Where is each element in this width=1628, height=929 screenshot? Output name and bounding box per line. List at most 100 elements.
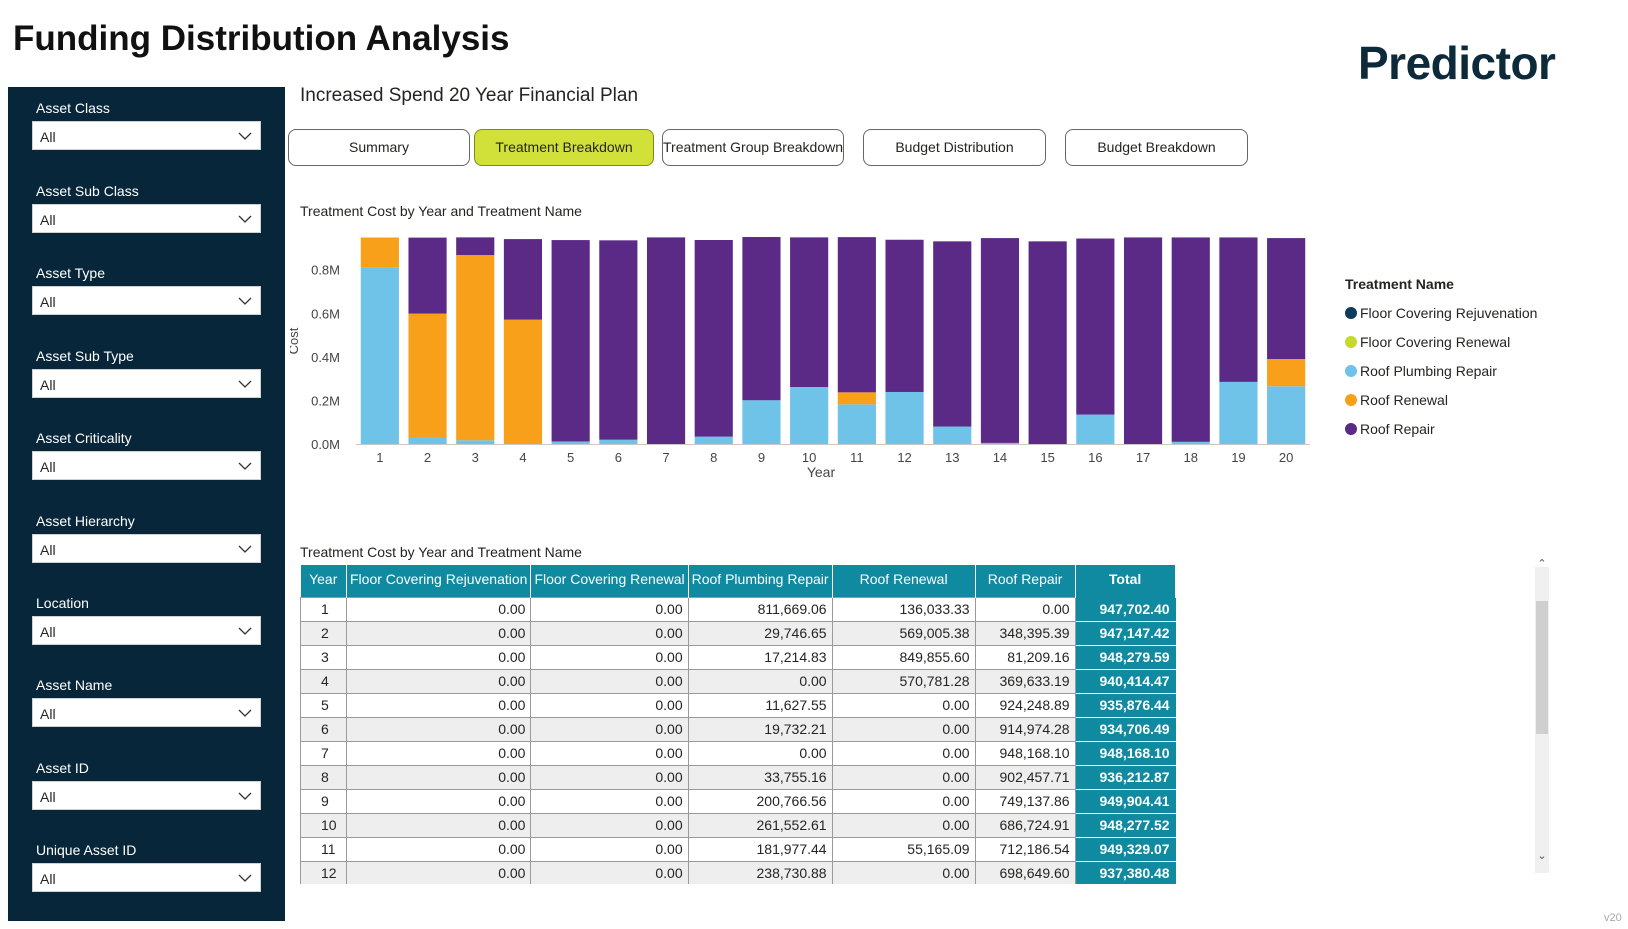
cost-cell: 81,209.16	[974, 644, 1076, 670]
legend-marker-icon	[1345, 306, 1357, 319]
location-dropdown[interactable]: All	[32, 616, 261, 645]
legend-item[interactable]: Floor Covering Rejuvenation	[1345, 298, 1537, 327]
bar-roof-plumbing-repair-year-10[interactable]	[790, 387, 829, 444]
tab-budget-distribution[interactable]: Budget Distribution	[863, 129, 1046, 166]
legend-label: Floor Covering Renewal	[1360, 333, 1511, 350]
bar-roof-repair-year-11[interactable]	[837, 237, 876, 393]
asset-name-dropdown[interactable]: All	[32, 698, 261, 727]
filter-label: Asset Class	[36, 100, 110, 116]
chevron-down-icon	[238, 874, 252, 882]
cost-cell: 570,781.28	[831, 668, 976, 694]
column-header[interactable]: Roof Repair	[975, 565, 1076, 597]
bar-roof-plumbing-repair-year-5[interactable]	[551, 441, 590, 444]
bar-roof-renewal-year-2[interactable]	[408, 313, 447, 438]
cost-cell: 0.00	[345, 788, 532, 814]
asset-sub-type-dropdown[interactable]: All	[32, 369, 261, 398]
year-cell: 4	[300, 668, 347, 694]
total-cell: 934,706.49	[1074, 716, 1176, 742]
asset-hierarchy-dropdown[interactable]: All	[32, 534, 261, 563]
table-scrollbar[interactable]: ⌃ ⌄	[1535, 558, 1549, 873]
bar-roof-plumbing-repair-year-8[interactable]	[694, 436, 733, 444]
bar-roof-repair-year-19[interactable]	[1219, 237, 1258, 382]
column-header[interactable]: Year	[300, 565, 347, 597]
bar-roof-plumbing-repair-year-3[interactable]	[456, 440, 495, 444]
bar-roof-repair-year-5[interactable]	[551, 240, 590, 442]
scroll-down-icon[interactable]: ⌄	[1537, 850, 1547, 862]
year-cell: 8	[300, 764, 347, 790]
bar-roof-repair-year-13[interactable]	[933, 241, 972, 427]
cost-cell: 569,005.38	[831, 620, 976, 646]
tab-treatment-group-breakdown[interactable]: Treatment Group Breakdown	[662, 129, 844, 166]
filter-label: Asset Sub Type	[36, 348, 134, 364]
cost-cell: 0.00	[831, 812, 976, 838]
legend-item[interactable]: Roof Renewal	[1345, 385, 1537, 414]
column-header[interactable]: Floor Covering Rejuvenation	[346, 565, 532, 597]
bar-roof-renewal-year-1[interactable]	[360, 237, 399, 268]
bar-roof-repair-year-2[interactable]	[408, 237, 447, 314]
bar-roof-plumbing-repair-year-13[interactable]	[933, 426, 972, 444]
bar-roof-plumbing-repair-year-19[interactable]	[1219, 381, 1258, 444]
asset-class-dropdown[interactable]: All	[32, 121, 261, 150]
bar-roof-repair-year-15[interactable]	[1028, 241, 1067, 444]
bar-roof-plumbing-repair-year-2[interactable]	[408, 437, 447, 444]
bar-roof-repair-year-16[interactable]	[1076, 238, 1115, 415]
bar-roof-plumbing-repair-year-1[interactable]	[360, 267, 399, 444]
column-header[interactable]: Roof Plumbing Repair	[688, 565, 833, 597]
bar-roof-plumbing-repair-year-6[interactable]	[599, 439, 638, 444]
asset-type-dropdown[interactable]: All	[32, 286, 261, 315]
x-tick-label: 6	[615, 450, 622, 465]
legend-label: Floor Covering Rejuvenation	[1360, 304, 1538, 321]
x-tick-label: 15	[1040, 450, 1054, 465]
cost-cell: 0.00	[687, 668, 833, 694]
table-title: Treatment Cost by Year and Treatment Nam…	[300, 544, 582, 560]
bar-roof-repair-year-18[interactable]	[1171, 237, 1210, 442]
x-tick-label: 4	[519, 450, 526, 465]
legend-item[interactable]: Roof Plumbing Repair	[1345, 356, 1537, 385]
year-cell: 7	[300, 740, 347, 766]
column-header[interactable]: Roof Renewal	[832, 565, 976, 597]
bar-roof-repair-year-20[interactable]	[1267, 238, 1306, 360]
cost-cell: 811,669.06	[687, 596, 833, 622]
bar-roof-plumbing-repair-year-18[interactable]	[1171, 441, 1210, 444]
chevron-down-icon	[238, 215, 252, 223]
bar-roof-repair-year-17[interactable]	[1123, 237, 1163, 444]
bar-roof-repair-year-7[interactable]	[646, 237, 686, 444]
bar-roof-plumbing-repair-year-16[interactable]	[1076, 414, 1115, 444]
bar-roof-repair-year-3[interactable]	[456, 237, 495, 256]
tab-treatment-breakdown[interactable]: Treatment Breakdown	[474, 129, 654, 166]
scroll-up-icon[interactable]: ⌃	[1537, 558, 1547, 570]
bar-roof-plumbing-repair-year-9[interactable]	[742, 400, 781, 444]
unique-asset-id-dropdown[interactable]: All	[32, 863, 261, 892]
tab-summary[interactable]: Summary	[288, 129, 470, 166]
legend-item[interactable]: Roof Repair	[1345, 414, 1537, 443]
bar-roof-repair-year-6[interactable]	[599, 240, 638, 440]
asset-sub-class-dropdown[interactable]: All	[32, 204, 261, 233]
filter-value: All	[40, 624, 56, 640]
bar-roof-repair-year-12[interactable]	[885, 239, 924, 392]
tab-budget-breakdown[interactable]: Budget Breakdown	[1065, 129, 1248, 166]
bar-roof-repair-year-9[interactable]	[742, 237, 781, 401]
bar-roof-plumbing-repair-year-14[interactable]	[980, 442, 1020, 444]
bar-roof-plumbing-repair-year-20[interactable]	[1267, 386, 1306, 444]
column-header[interactable]: Total	[1075, 565, 1176, 597]
bar-roof-renewal-year-11[interactable]	[837, 392, 876, 405]
bar-roof-renewal-year-4[interactable]	[503, 319, 543, 444]
bar-roof-repair-year-10[interactable]	[790, 237, 829, 388]
bar-roof-repair-year-14[interactable]	[980, 238, 1020, 443]
cost-cell: 181,977.44	[687, 836, 833, 862]
table-row: 12 0.00 0.00 238,730.88 0.00 698,649.60 937,38…	[300, 860, 1176, 884]
bar-roof-renewal-year-20[interactable]	[1267, 359, 1306, 387]
asset-id-dropdown[interactable]: All	[32, 781, 261, 810]
bar-roof-plumbing-repair-year-12[interactable]	[885, 391, 924, 444]
table-row: 4 0.00 0.00 0.00 570,781.28 369,633.19 940,414…	[300, 668, 1176, 694]
scroll-thumb[interactable]	[1536, 601, 1548, 734]
column-header[interactable]: Floor Covering Renewal	[530, 565, 689, 597]
asset-criticality-dropdown[interactable]: All	[32, 451, 261, 480]
bar-roof-repair-year-8[interactable]	[694, 240, 733, 437]
bar-roof-renewal-year-3[interactable]	[456, 255, 495, 441]
treatment-cost-table[interactable]: Year Floor Covering Rejuvenation Floor Cov…	[300, 565, 1198, 884]
bar-roof-plumbing-repair-year-11[interactable]	[837, 404, 876, 444]
bar-roof-repair-year-4[interactable]	[503, 239, 543, 320]
legend-item[interactable]: Floor Covering Renewal	[1345, 327, 1537, 356]
cost-cell: 0.00	[530, 620, 689, 646]
